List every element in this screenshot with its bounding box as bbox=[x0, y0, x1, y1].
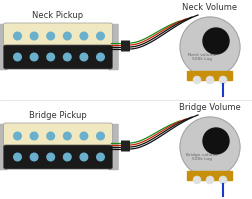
Circle shape bbox=[47, 53, 54, 61]
FancyBboxPatch shape bbox=[108, 124, 118, 170]
Text: Bridge Volume: Bridge Volume bbox=[178, 103, 240, 112]
Circle shape bbox=[192, 176, 200, 184]
Text: Bridge volume
500k Log: Bridge volume 500k Log bbox=[185, 153, 217, 161]
Circle shape bbox=[96, 132, 104, 140]
Circle shape bbox=[63, 153, 71, 161]
Circle shape bbox=[205, 176, 213, 184]
Circle shape bbox=[47, 32, 54, 40]
FancyBboxPatch shape bbox=[4, 145, 112, 169]
Circle shape bbox=[96, 32, 104, 40]
Circle shape bbox=[80, 32, 87, 40]
Circle shape bbox=[63, 53, 71, 61]
Circle shape bbox=[14, 32, 21, 40]
Circle shape bbox=[80, 132, 87, 140]
Circle shape bbox=[202, 128, 228, 154]
FancyBboxPatch shape bbox=[4, 23, 112, 49]
FancyBboxPatch shape bbox=[4, 45, 112, 69]
Circle shape bbox=[47, 132, 54, 140]
Circle shape bbox=[30, 132, 38, 140]
Circle shape bbox=[96, 153, 104, 161]
Circle shape bbox=[202, 28, 228, 54]
Circle shape bbox=[205, 76, 213, 84]
Circle shape bbox=[30, 153, 38, 161]
FancyBboxPatch shape bbox=[0, 24, 8, 70]
FancyBboxPatch shape bbox=[0, 124, 8, 170]
Circle shape bbox=[80, 153, 87, 161]
Circle shape bbox=[218, 176, 226, 184]
Circle shape bbox=[192, 76, 200, 84]
Bar bbox=[187, 171, 232, 180]
FancyBboxPatch shape bbox=[4, 123, 112, 149]
Circle shape bbox=[96, 53, 104, 61]
Circle shape bbox=[218, 76, 226, 84]
Circle shape bbox=[14, 132, 21, 140]
Circle shape bbox=[30, 32, 38, 40]
Circle shape bbox=[63, 132, 71, 140]
Text: Neck Pickup: Neck Pickup bbox=[32, 11, 83, 20]
Circle shape bbox=[30, 53, 38, 61]
Circle shape bbox=[14, 153, 21, 161]
Circle shape bbox=[179, 117, 239, 177]
Circle shape bbox=[14, 53, 21, 61]
FancyBboxPatch shape bbox=[108, 24, 118, 70]
Circle shape bbox=[179, 17, 239, 77]
Text: Neck Volume: Neck Volume bbox=[182, 3, 237, 12]
Text: Neck volume
500k Log: Neck volume 500k Log bbox=[187, 53, 215, 61]
Text: Bridge Pickup: Bridge Pickup bbox=[29, 111, 86, 120]
FancyBboxPatch shape bbox=[120, 140, 130, 151]
Circle shape bbox=[63, 32, 71, 40]
Bar bbox=[187, 71, 232, 80]
Circle shape bbox=[80, 53, 87, 61]
FancyBboxPatch shape bbox=[120, 41, 130, 52]
Circle shape bbox=[47, 153, 54, 161]
